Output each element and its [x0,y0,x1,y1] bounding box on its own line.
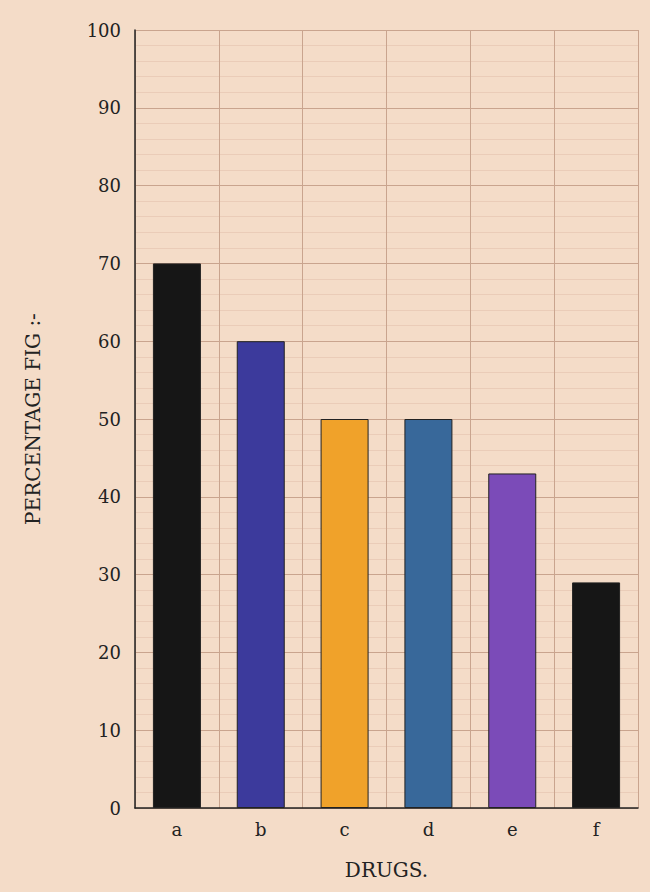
svg-text:20: 20 [98,642,121,663]
svg-text:b: b [255,819,267,840]
svg-text:50: 50 [98,409,121,430]
svg-text:d: d [423,819,435,840]
svg-text:90: 90 [98,97,121,118]
svg-text:60: 60 [98,331,121,352]
svg-text:f: f [593,819,601,840]
svg-text:c: c [340,819,350,840]
svg-text:100: 100 [87,20,121,41]
svg-text:30: 30 [98,564,121,585]
svg-text:e: e [507,819,518,840]
svg-text:70: 70 [98,253,121,274]
svg-text:40: 40 [98,486,121,507]
svg-text:DRUGS.: DRUGS. [345,858,428,882]
svg-text:PERCENTAGE FIG :-: PERCENTAGE FIG :- [21,313,45,525]
svg-text:a: a [172,819,183,840]
svg-text:0: 0 [110,798,121,819]
svg-text:80: 80 [98,175,121,196]
svg-text:10: 10 [98,720,121,741]
